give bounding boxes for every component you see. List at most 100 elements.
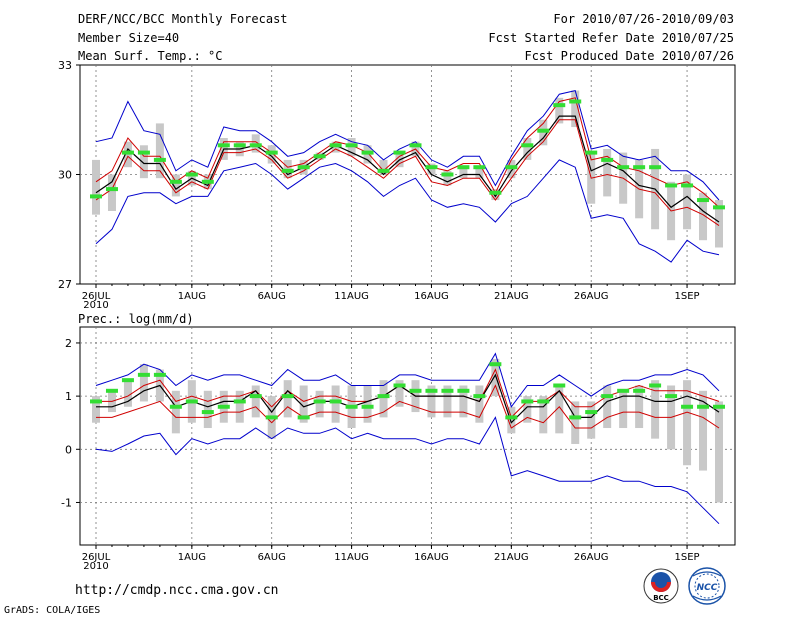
median-mark	[281, 394, 294, 399]
spread-box	[459, 167, 468, 179]
source-url[interactable]: http://cmdp.ncc.cma.gov.cn	[75, 583, 279, 598]
median-mark	[473, 165, 486, 170]
spread-box	[331, 385, 340, 423]
median-mark	[265, 415, 278, 420]
spread-box	[171, 390, 180, 434]
plot-frame	[79, 326, 736, 546]
median-mark	[681, 183, 694, 188]
median-mark	[505, 165, 518, 170]
spread-box	[603, 148, 612, 197]
median-mark	[153, 372, 166, 377]
spread-box	[379, 159, 388, 175]
median-mark	[393, 383, 406, 388]
median-mark	[105, 388, 118, 393]
series-line-max	[95, 352, 720, 408]
x-tick-label: 21AUG	[494, 552, 529, 563]
spread-box	[539, 396, 548, 434]
spread-box	[683, 380, 692, 466]
spread-box	[235, 390, 244, 423]
median-mark	[617, 165, 630, 170]
series-line-mean	[96, 373, 720, 424]
median-mark	[361, 150, 374, 155]
median-mark	[697, 404, 710, 409]
median-mark	[121, 378, 134, 383]
spread-box	[299, 385, 308, 423]
logos: BCC NCC	[643, 567, 726, 605]
x-tick-label: 26AUG	[574, 291, 609, 302]
spread-box	[443, 170, 452, 186]
median-mark	[601, 394, 614, 399]
median-mark	[489, 362, 502, 367]
spread-box	[203, 390, 212, 429]
member-size: Member Size=40	[78, 31, 180, 45]
chart-title: DERF/NCC/BCC Monthly Forecast	[78, 12, 288, 26]
y-tick-label: 27	[58, 278, 72, 291]
median-mark	[233, 399, 246, 404]
x-tick-label: 1AUG	[178, 552, 206, 563]
median-mark	[649, 383, 662, 388]
spread-box	[683, 174, 692, 230]
x-tick-sublabel: 2010	[83, 561, 108, 572]
median-mark	[409, 388, 422, 393]
median-mark	[345, 143, 358, 148]
y-tick-label: -1	[61, 496, 72, 509]
median-mark	[617, 388, 630, 393]
median-mark	[121, 150, 134, 155]
median-mark	[457, 388, 470, 393]
median-mark	[697, 198, 710, 203]
series-line-mean	[95, 115, 720, 223]
spread-box	[379, 380, 388, 418]
spread-box	[171, 174, 180, 197]
spread-box	[443, 385, 452, 418]
median-mark	[649, 165, 662, 170]
x-tick-label: 21AUG	[494, 291, 529, 302]
median-mark	[505, 415, 518, 420]
spread-box	[92, 396, 100, 423]
median-mark	[633, 388, 646, 393]
median-mark	[409, 143, 422, 148]
median-mark	[585, 410, 598, 415]
spread-box	[475, 385, 484, 423]
spread-box	[283, 380, 292, 418]
spread-box	[507, 406, 516, 434]
spread-box	[315, 390, 324, 418]
x-tick-label: 11AUG	[334, 291, 369, 302]
median-mark	[90, 399, 102, 404]
x-tick-label: 26AUG	[574, 552, 609, 563]
median-mark	[265, 150, 278, 155]
median-mark	[137, 372, 150, 377]
spread-box	[107, 174, 116, 211]
median-mark	[313, 399, 326, 404]
y-tick-label: 1	[65, 390, 72, 403]
median-mark	[473, 394, 486, 399]
median-mark	[137, 150, 150, 155]
median-mark	[393, 150, 406, 155]
spread-box	[715, 401, 723, 503]
x-tick-label: 26JUL	[82, 291, 111, 302]
ncc-logo-text: NCC	[697, 583, 718, 593]
median-mark	[90, 194, 102, 199]
median-mark	[537, 128, 550, 133]
bcc-logo-text: BCC	[653, 594, 669, 602]
median-mark	[377, 168, 390, 173]
median-mark	[713, 404, 725, 409]
variable-label: Mean Surf. Temp.: °C	[78, 49, 223, 63]
spread-box	[123, 380, 132, 407]
spread-box	[699, 390, 708, 471]
spread-box	[491, 358, 500, 397]
median-mark	[569, 415, 582, 420]
median-mark	[281, 168, 294, 173]
median-mark	[425, 388, 438, 393]
spread-box	[251, 385, 260, 418]
median-mark	[537, 399, 550, 404]
spread-box	[619, 390, 628, 429]
spread-box	[555, 97, 564, 124]
series-line-max	[95, 90, 720, 201]
median-mark	[217, 404, 230, 409]
x-tick-label: 1AUG	[178, 291, 206, 302]
x-tick-label: 16AUG	[414, 552, 449, 563]
series-line-min	[95, 416, 720, 525]
spread-box	[571, 401, 580, 444]
